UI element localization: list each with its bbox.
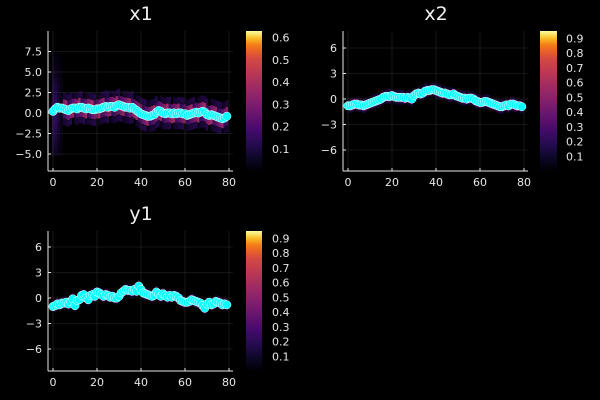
svg-text:0.3: 0.3 <box>272 321 290 334</box>
axes-x1: 0 20 40 60 80 −5.0 −2.5 0.0 2.5 5.0 7.5 <box>15 31 236 189</box>
colorbar-ticks-x1: 0.1 0.2 0.3 0.4 0.5 0.6 <box>272 32 290 156</box>
svg-text:0.9: 0.9 <box>272 232 290 245</box>
svg-text:60: 60 <box>178 376 192 389</box>
svg-text:−5.0: −5.0 <box>15 148 42 161</box>
grid-y1 <box>48 231 233 371</box>
svg-text:6: 6 <box>330 42 337 55</box>
svg-text:0: 0 <box>50 176 57 189</box>
svg-text:40: 40 <box>134 176 148 189</box>
svg-text:40: 40 <box>134 376 148 389</box>
svg-text:0.6: 0.6 <box>566 77 584 90</box>
svg-text:−6: −6 <box>26 343 42 356</box>
svg-text:3: 3 <box>35 267 42 280</box>
svg-text:40: 40 <box>429 176 443 189</box>
grid-x1 <box>48 31 233 171</box>
svg-text:80: 80 <box>222 176 236 189</box>
svg-text:0: 0 <box>330 93 337 106</box>
scatter-points-x2 <box>343 85 527 112</box>
svg-text:0.6: 0.6 <box>272 277 290 290</box>
svg-text:80: 80 <box>222 376 236 389</box>
svg-text:0.6: 0.6 <box>272 32 290 45</box>
svg-text:0.9: 0.9 <box>566 32 584 45</box>
colorbar-x2 <box>540 31 557 171</box>
panel-title-x1: x1 <box>129 3 152 25</box>
svg-text:0.3: 0.3 <box>272 98 290 111</box>
svg-text:0.7: 0.7 <box>272 262 290 275</box>
svg-text:5.0: 5.0 <box>25 66 43 79</box>
svg-text:0.4: 0.4 <box>272 306 290 319</box>
svg-text:0.2: 0.2 <box>272 336 290 349</box>
svg-text:0.8: 0.8 <box>272 247 290 260</box>
svg-text:−6: −6 <box>321 144 337 157</box>
svg-text:60: 60 <box>473 176 487 189</box>
svg-text:−3: −3 <box>26 318 42 331</box>
svg-text:−2.5: −2.5 <box>15 128 42 141</box>
svg-text:0.4: 0.4 <box>272 76 290 89</box>
svg-text:0.3: 0.3 <box>566 121 584 134</box>
panel-title-x2: x2 <box>424 3 447 25</box>
axes-y1: 0 20 40 60 80 −6 −3 0 3 6 <box>26 231 236 389</box>
svg-text:0.4: 0.4 <box>566 106 584 119</box>
svg-text:0.2: 0.2 <box>272 121 290 134</box>
colorbar-ticks-y1: 0.10.2 0.3 0.4 0.50.6 0.7 0.8 0.9 <box>272 232 290 363</box>
svg-text:0.2: 0.2 <box>566 136 584 149</box>
colorbar-ticks-x2: 0.10.2 0.3 0.4 0.50.6 0.7 0.8 0.9 <box>566 32 584 163</box>
colorbar-y1 <box>246 231 262 371</box>
svg-text:−3: −3 <box>321 119 337 132</box>
svg-text:0: 0 <box>50 376 57 389</box>
svg-text:60: 60 <box>178 176 192 189</box>
colorbar-x1 <box>246 31 262 171</box>
svg-text:0.1: 0.1 <box>272 143 290 156</box>
svg-text:2.5: 2.5 <box>25 87 43 100</box>
svg-text:20: 20 <box>90 176 104 189</box>
svg-text:80: 80 <box>517 176 531 189</box>
axes-x2: 0 20 40 60 80 −6 −3 0 3 6 <box>321 31 531 189</box>
scatter-points-y1 <box>48 281 232 313</box>
svg-text:0.7: 0.7 <box>566 62 584 75</box>
svg-text:0.5: 0.5 <box>272 54 290 67</box>
svg-text:20: 20 <box>385 176 399 189</box>
svg-text:20: 20 <box>90 376 104 389</box>
svg-text:3: 3 <box>330 68 337 81</box>
svg-text:0.1: 0.1 <box>566 150 584 163</box>
svg-text:6: 6 <box>35 241 42 254</box>
scatter-points-x1 <box>48 100 232 124</box>
svg-text:7.5: 7.5 <box>25 46 43 59</box>
svg-text:0.5: 0.5 <box>566 91 584 104</box>
svg-text:0.5: 0.5 <box>272 291 290 304</box>
svg-text:0.0: 0.0 <box>25 107 43 120</box>
svg-text:0.1: 0.1 <box>272 350 290 363</box>
panel-x1: x1 0 20 40 60 80−5.0−2.50.02.55.07.5 0.10.20… <box>15 3 289 189</box>
svg-text:0: 0 <box>35 292 42 305</box>
svg-text:0: 0 <box>345 176 352 189</box>
svg-text:0.8: 0.8 <box>566 47 584 60</box>
panel-title-y1: y1 <box>129 203 152 225</box>
